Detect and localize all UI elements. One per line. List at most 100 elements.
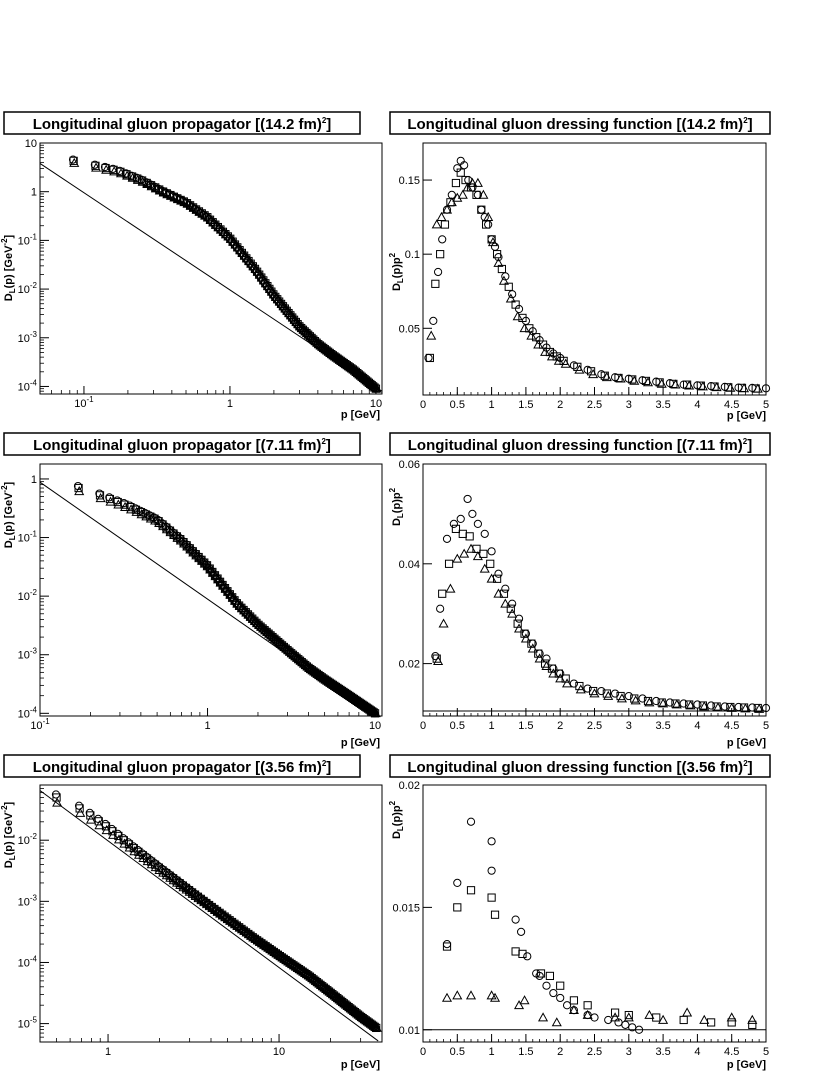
data-point-triangle [150, 183, 161, 193]
data-point-triangle [215, 908, 226, 918]
data-point-triangle [712, 702, 724, 712]
data-point-circle [477, 205, 486, 214]
x-tick-label: 0 [420, 1046, 426, 1058]
data-point-circle [549, 988, 558, 998]
data-point-circle [638, 694, 647, 703]
data-point-square [453, 903, 462, 912]
data-point-circle [514, 614, 524, 623]
data-point-triangle [129, 846, 140, 856]
data-point-circle [453, 878, 462, 888]
data-point-triangle [370, 382, 381, 392]
data-point-square [575, 681, 584, 691]
data-point-triangle [300, 659, 311, 669]
title-box [3, 432, 361, 456]
data-point-square [616, 691, 625, 701]
y-tick-label: 10-1 [18, 530, 38, 545]
data-point-circle [468, 509, 477, 519]
data-point-triangle [478, 189, 489, 199]
data-point-triangle [217, 910, 228, 920]
data-point-triangle [212, 906, 223, 916]
data-point-circle [494, 253, 503, 262]
data-point-triangle [127, 172, 138, 182]
data-point-triangle [656, 378, 667, 388]
data-point-square [432, 654, 441, 663]
data-point-triangle [142, 178, 153, 189]
data-point-triangle [52, 797, 63, 807]
x-tick-label: 2 [557, 399, 563, 411]
data-point-triangle [252, 935, 263, 945]
data-point-triangle [246, 930, 257, 940]
data-point-triangle [307, 332, 318, 342]
data-point-triangle [441, 204, 453, 214]
x-axis-label: p [GeV] [341, 737, 380, 749]
data-point-triangle [644, 697, 655, 707]
x-tick-label: 1 [204, 720, 210, 732]
data-point-circle [621, 1020, 630, 1029]
data-point-square [114, 831, 123, 841]
data-point-square [545, 971, 555, 981]
data-point-triangle [321, 983, 332, 993]
data-point-circle [542, 981, 551, 990]
data-point-square [91, 161, 100, 170]
data-point-triangle [287, 312, 298, 322]
data-point-triangle [616, 693, 627, 703]
data-point-triangle [297, 656, 308, 666]
data-point-triangle [275, 950, 286, 960]
data-point-triangle [274, 296, 285, 306]
panel-propagator-3: Longitudinal gluon propagator [(3.56 fm)… [0, 754, 383, 1071]
x-tick-label: 1 [227, 398, 233, 410]
data-point-triangle [278, 301, 289, 311]
y-axis-label: DL(p)p2 [388, 252, 405, 291]
y-tick-label: 0.01 [399, 1025, 420, 1037]
data-point-circle [610, 689, 620, 698]
data-point-triangle [172, 532, 183, 542]
data-point-triangle [726, 1012, 737, 1022]
x-tick-label: 2 [557, 720, 563, 732]
data-point-square [624, 1010, 633, 1020]
data-point-triangle [519, 995, 530, 1005]
data-point-triangle [303, 329, 314, 339]
data-point-triangle [101, 164, 112, 174]
data-point-triangle [575, 684, 586, 694]
data-point-circle [523, 952, 532, 961]
data-point-triangle [243, 609, 254, 619]
data-point-circle [431, 652, 440, 661]
data-point-triangle [69, 157, 80, 167]
data-point-square [499, 589, 509, 598]
data-point-triangle [268, 631, 279, 642]
data-point-triangle [239, 605, 250, 615]
data-point-triangle [267, 945, 278, 955]
data-point-triangle [438, 618, 449, 628]
data-point-triangle [158, 867, 169, 877]
data-point-triangle [268, 289, 280, 299]
data-point-triangle [312, 337, 323, 347]
data-point-triangle [486, 990, 497, 1000]
panel-title: Longitudinal gluon dressing function [(7… [408, 437, 752, 454]
data-point-triangle [462, 182, 473, 192]
data-point-square [487, 235, 496, 244]
data-point-circle [51, 790, 61, 799]
data-point-triangle [249, 615, 261, 626]
data-point-square [472, 544, 481, 553]
x-tick-label: 1.5 [518, 1046, 533, 1058]
data-point-circle [456, 514, 465, 523]
data-point-triangle [560, 358, 571, 368]
data-point-triangle [161, 870, 172, 880]
data-point-triangle [265, 943, 276, 953]
data-point-triangle [512, 311, 523, 321]
data-point-triangle [487, 237, 499, 247]
x-tick-label: 10 [369, 720, 381, 732]
data-point-triangle [302, 661, 313, 671]
data-point-circle [463, 494, 472, 504]
y-tick-label: 10-1 [18, 232, 38, 247]
data-point-square [451, 178, 461, 188]
data-point-triangle [250, 933, 261, 943]
data-point-triangle [245, 611, 256, 621]
data-point-triangle [273, 636, 284, 646]
data-point-triangle [582, 1009, 593, 1019]
y-tick-label: 10-3 [18, 893, 38, 908]
data-point-triangle [562, 678, 573, 688]
y-tick-label: 10-3 [18, 647, 38, 662]
data-point-circle [652, 696, 661, 706]
data-point-triangle [526, 330, 537, 340]
